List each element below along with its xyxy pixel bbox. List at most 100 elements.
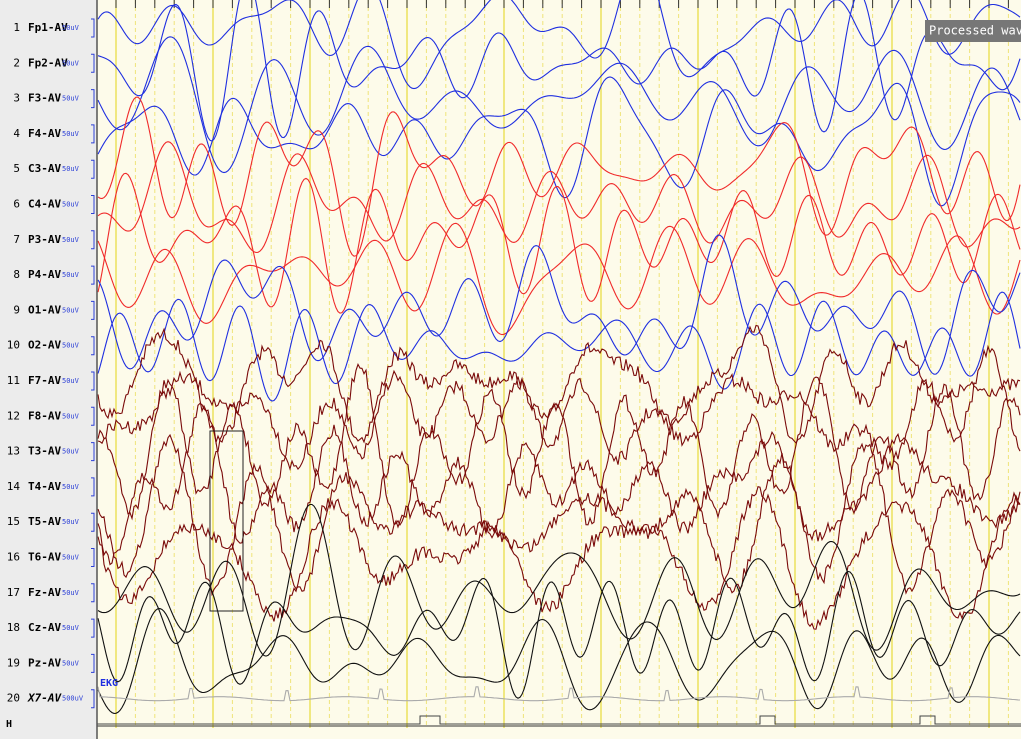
- channel-scale: 50uV: [62, 518, 80, 526]
- eeg-trace: [97, 344, 1021, 472]
- channel-label: Fp1-AV: [28, 21, 68, 34]
- scale-bracket: [91, 89, 95, 109]
- eeg-trace: [97, 0, 1021, 90]
- channel-label: Fp2-AV: [28, 56, 68, 69]
- channel-scale: 50uV: [62, 412, 80, 420]
- eeg-trace: [97, 433, 1021, 597]
- selection-box: [209, 430, 244, 612]
- channel-scale: 50uV: [62, 271, 80, 279]
- channel-number: 3: [13, 92, 20, 105]
- eeg-trace: [97, 234, 1021, 375]
- channel-number: 9: [13, 303, 20, 316]
- channel-number: 14: [7, 480, 21, 493]
- channel-label: C3-AV: [28, 162, 61, 175]
- channel-scale: 50uV: [62, 377, 80, 385]
- eeg-trace: [97, 503, 1021, 657]
- scale-bracket: [91, 265, 95, 285]
- channel-label: C4-AV: [28, 198, 61, 211]
- channel-scale: 50uV: [62, 236, 80, 244]
- scale-bracket: [91, 336, 95, 356]
- channel-scale: 50uV: [62, 659, 80, 667]
- channel-number: 5: [13, 162, 20, 175]
- scale-bracket: [91, 195, 95, 214]
- overlay-badge: [925, 20, 1021, 42]
- channel-scale: 50uV: [62, 24, 80, 32]
- channel-label: P3-AV: [28, 233, 61, 246]
- channel-label: F8-AV: [28, 409, 61, 422]
- traces: [97, 0, 1021, 725]
- scale-bracket: [91, 618, 95, 638]
- scale-bracket: [91, 442, 95, 462]
- channel-label: Fz-AV: [28, 586, 61, 599]
- channel-scale: 500uV: [62, 695, 84, 703]
- event-trace: [97, 715, 1021, 725]
- channel-label: F7-AV: [28, 374, 61, 387]
- scale-bracket: [91, 583, 95, 603]
- channel-label: P4-AV: [28, 268, 61, 281]
- channel-label: T4-AV: [28, 480, 61, 493]
- channel-label: O1-AV: [28, 303, 61, 316]
- scale-bracket: [91, 18, 95, 38]
- channel-scale: 50uV: [62, 483, 80, 491]
- channel-number: 4: [13, 127, 20, 140]
- channel-label: T6-AV: [28, 551, 61, 564]
- eeg-trace: [97, 172, 1021, 314]
- scale-bracket: [91, 548, 95, 567]
- channel-number: 19: [7, 656, 20, 669]
- eeg-trace: [97, 363, 1021, 527]
- overlay-label: Processed wav: [929, 24, 1021, 38]
- scale-bracket: [91, 371, 95, 391]
- eeg-trace: [97, 402, 1021, 566]
- channel-number: 12: [7, 409, 20, 422]
- eeg-trace: [97, 36, 1021, 174]
- channel-scale: 50uV: [62, 342, 80, 350]
- channel-number: 2: [13, 56, 20, 69]
- channel-number: 16: [7, 551, 20, 564]
- eeg-trace: [97, 570, 1021, 699]
- channel-number: 7: [13, 233, 20, 246]
- channel-panel: [0, 0, 97, 739]
- channel-scale: 50uV: [62, 554, 80, 562]
- scale-bracket: [91, 300, 95, 320]
- channel-number: 6: [13, 198, 20, 211]
- eeg-trace: [97, 608, 1021, 714]
- eeg-trace: [97, 76, 1021, 207]
- channel-scale: 50uV: [62, 201, 80, 209]
- channel-label: Pz-AV: [28, 656, 61, 669]
- channel-label: F3-AV: [28, 92, 61, 105]
- channel-scale: 50uV: [62, 306, 80, 314]
- trace-area: [97, 0, 1021, 739]
- scale-bracket: [91, 653, 95, 673]
- footer-label: H: [6, 719, 12, 730]
- channel-number: 18: [7, 621, 20, 634]
- channel-label: T5-AV: [28, 515, 61, 528]
- scale-bracket: [91, 124, 95, 144]
- eeg-trace: [97, 141, 1021, 254]
- ekg-label: EKG: [100, 678, 118, 689]
- scale-bracket: [91, 159, 95, 179]
- channel-scale: 50uV: [62, 589, 80, 597]
- eeg-trace: [97, 324, 1021, 445]
- channel-number: 10: [7, 339, 20, 352]
- eeg-trace: [97, 0, 1021, 142]
- channel-number: 11: [7, 374, 20, 387]
- time-grid: [97, 0, 1021, 728]
- scale-bracket: [91, 406, 95, 426]
- channel-label: O2-AV: [28, 339, 61, 352]
- channel-label: T3-AV: [28, 445, 61, 458]
- eeg-trace: [97, 96, 1021, 257]
- channel-scale: 50uV: [62, 59, 80, 67]
- scale-bracket: [91, 512, 95, 532]
- channel-scale: 50uV: [62, 95, 80, 103]
- channel-label: Cz-AV: [28, 621, 61, 634]
- eeg-trace: [97, 222, 1021, 336]
- channel-number: 8: [13, 268, 20, 281]
- channel-number: 13: [7, 445, 20, 458]
- channel-label: X7-AV: [27, 692, 62, 705]
- channel-label: F4-AV: [28, 127, 61, 140]
- channel-number: 17: [7, 586, 20, 599]
- scale-bracket: [91, 53, 95, 73]
- eeg-trace: [97, 486, 1021, 630]
- scale-bracket: [91, 230, 95, 250]
